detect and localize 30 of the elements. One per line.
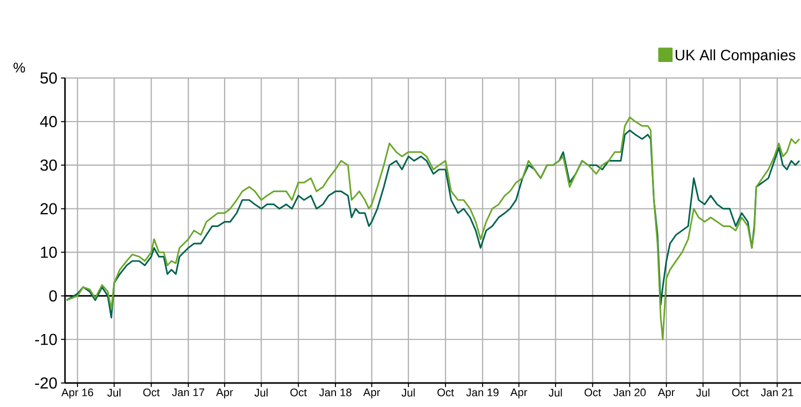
x-tick-label: Jan 21 bbox=[760, 388, 794, 396]
y-tick-label: -10 bbox=[35, 334, 57, 346]
x-tick-label: Jan 18 bbox=[319, 388, 352, 396]
x-tick-label: Apr 16 bbox=[61, 388, 94, 398]
y-tick-label: 0 bbox=[49, 290, 57, 302]
y-tick-label: 50 bbox=[40, 72, 57, 84]
x-tick-label: Oct bbox=[143, 388, 160, 396]
x-tick-label: Apr bbox=[658, 388, 675, 398]
y-tick-label: 30 bbox=[40, 160, 57, 171]
x-tick-label: Jan 17 bbox=[172, 388, 204, 396]
y-axis-title: % bbox=[14, 62, 25, 72]
x-tick-label: Oct bbox=[732, 388, 749, 396]
x-tick-label: Oct bbox=[584, 388, 602, 396]
x-tick-label: Apr bbox=[216, 388, 233, 398]
x-tick-label: Apr bbox=[363, 388, 380, 398]
x-tick-label: Oct bbox=[290, 388, 307, 396]
x-tick-label: Jan 20 bbox=[613, 388, 646, 396]
y-tick-label: -20 bbox=[35, 377, 57, 389]
x-tick-label: Jan 19 bbox=[466, 388, 499, 396]
x-tick-label: Jul bbox=[402, 388, 415, 397]
x-tick-label: Jul bbox=[696, 388, 710, 397]
y-tick-label: 40 bbox=[40, 116, 57, 128]
x-tick-label: Oct bbox=[437, 388, 454, 396]
x-tick-label: Jul bbox=[548, 388, 562, 397]
x-tick-label: Jul bbox=[254, 388, 268, 397]
x-tick-label: Jul bbox=[107, 388, 120, 397]
legend-label: UK All Companies bbox=[676, 49, 796, 64]
y-tick-label: 10 bbox=[40, 246, 57, 258]
x-tick-label: Apr bbox=[510, 388, 528, 398]
y-tick-label: 20 bbox=[40, 203, 57, 214]
